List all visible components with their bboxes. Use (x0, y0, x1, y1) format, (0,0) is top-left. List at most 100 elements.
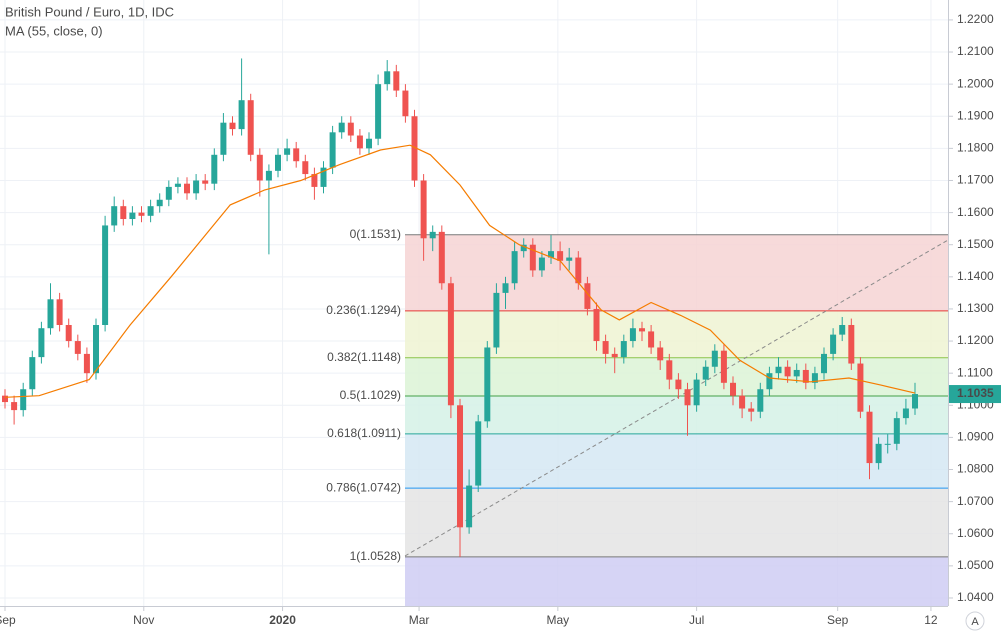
candle-body (384, 71, 391, 85)
candle-body (693, 379, 700, 406)
candle-body (620, 341, 627, 358)
y-tick-label: 1.2100 (957, 44, 994, 58)
auto-scale-button[interactable] (965, 611, 985, 631)
fib-label: 0(1.1531) (350, 227, 401, 241)
candle-body (757, 389, 764, 412)
candle-body (111, 206, 118, 226)
y-tick-label: 1.0800 (957, 462, 994, 476)
x-tick-label: May (546, 613, 569, 627)
candle-body (593, 308, 600, 342)
candle-body (20, 389, 27, 411)
candle-body (29, 357, 36, 390)
y-tick-label: 1.1200 (957, 333, 994, 347)
candle-body (420, 180, 427, 239)
y-tick-label: 1.2000 (957, 76, 994, 90)
candle-body (830, 334, 837, 354)
x-tick-label: Jul (689, 613, 704, 627)
x-tick-label: 2020 (269, 613, 296, 627)
candle-body (684, 389, 691, 406)
fib-label: 1(1.0528) (350, 549, 401, 563)
candle-body (202, 180, 209, 184)
candle-body (775, 366, 782, 374)
fib-label: 0.786(1.0742) (326, 480, 401, 494)
candle-body (275, 154, 282, 171)
y-tick-label: 1.1800 (957, 141, 994, 155)
candle-body (784, 366, 791, 377)
candle-body (457, 405, 464, 528)
candle-body (657, 347, 664, 361)
fib-zone (405, 433, 948, 489)
candle-body (557, 251, 564, 261)
candle-body (256, 154, 263, 181)
candle-body (265, 170, 272, 181)
candle-body (147, 206, 154, 216)
fib-label: 0.5(1.1029) (340, 388, 401, 402)
fib-zone (405, 234, 948, 311)
candle-body (320, 167, 327, 187)
candle-body (356, 135, 363, 149)
candle-body (329, 132, 336, 168)
axes: 1.0400 1.0500 1.0600 1.0700 1.0800 1.0900 1.10… (0, 12, 1001, 627)
y-tick-label: 1.2200 (957, 12, 994, 26)
candle-body (912, 394, 919, 409)
fib-retracement: 0(1.1531) 0.236(1.1294) 0.382(1.1148) 0.5(1… (326, 227, 948, 606)
candle-body (411, 116, 418, 181)
candle-body (766, 373, 773, 390)
candle-body (466, 485, 473, 528)
x-tick-label: Nov (133, 613, 154, 627)
candle-body (11, 402, 18, 411)
candle-body (47, 299, 54, 329)
auto-scale-label[interactable]: A (971, 616, 979, 628)
candle-body (156, 199, 163, 207)
candle-body (366, 138, 373, 149)
candle-body (165, 186, 172, 200)
ma-line (4, 144, 916, 398)
candle-body (74, 341, 81, 354)
candle-body (666, 360, 673, 380)
y-tick-label: 1.0700 (957, 494, 994, 508)
candle-body (866, 411, 873, 464)
candle-body (65, 324, 72, 342)
candle-body (438, 231, 445, 284)
x-tick-label: 12 (924, 613, 938, 627)
candle-body (2, 395, 9, 403)
fib-label: 0.236(1.1294) (326, 303, 401, 317)
candle-body (611, 353, 618, 358)
candle-body (720, 350, 727, 383)
candle-body (193, 180, 200, 194)
x-tick-label: Sep (0, 613, 16, 627)
candle-body (184, 183, 191, 194)
y-tick-label: 1.1100 (957, 365, 993, 379)
candle-body (284, 148, 291, 155)
candle-body (793, 369, 800, 377)
candle-body (502, 283, 509, 293)
x-tick-label: Sep (827, 613, 849, 627)
fib-zone (405, 556, 948, 606)
candle-body (347, 122, 354, 136)
candle-body (302, 161, 309, 175)
y-tick-label: 1.1300 (957, 301, 994, 315)
candle-body (138, 212, 145, 216)
candle-body (821, 353, 828, 374)
candle-body (311, 174, 318, 187)
candle-body (129, 212, 136, 220)
candles (2, 58, 919, 557)
candle-body (538, 257, 545, 271)
candle-body (711, 350, 718, 367)
y-tick-label: 1.1900 (957, 108, 994, 122)
candle-body (739, 395, 746, 409)
last-price-label: 1.1035 (957, 386, 994, 400)
candle-body (93, 324, 100, 374)
candle-body (848, 324, 855, 364)
candle-body (629, 328, 636, 342)
candle-body (211, 154, 218, 184)
fib-label: 0.618(1.0911) (327, 426, 401, 440)
candle-body (575, 257, 582, 284)
candle-body (566, 257, 573, 261)
candle-body (675, 379, 682, 390)
candle-body (602, 341, 609, 354)
candle-body (229, 122, 236, 130)
candle-body (238, 100, 245, 130)
